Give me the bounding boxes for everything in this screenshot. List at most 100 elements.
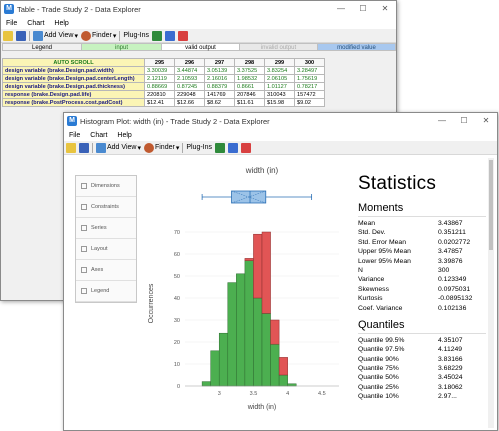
column-header[interactable]: 300: [294, 58, 325, 67]
maximize-icon[interactable]: ☐: [460, 116, 468, 125]
quantile-row: Quantile 97.5% 4.11249: [358, 345, 486, 354]
vertical-scrollbar[interactable]: [488, 158, 494, 428]
column-header[interactable]: 296: [174, 58, 205, 67]
close-icon[interactable]: ✕: [482, 116, 490, 125]
open-folder-icon[interactable]: [3, 30, 13, 41]
finder-button[interactable]: Finder ▾: [143, 142, 179, 153]
table-cell[interactable]: 0.8661: [234, 82, 265, 91]
side-item-constraints[interactable]: Constraints: [76, 197, 136, 218]
table-cell[interactable]: 3.30039: [144, 66, 175, 75]
table-cell[interactable]: 2.12119: [144, 74, 175, 83]
edit-tool-icon[interactable]: [228, 142, 239, 153]
add-view-button[interactable]: Add View ▾: [96, 142, 141, 153]
histogram-titlebar[interactable]: M Histogram Plot: width (in) - Trade Stu…: [64, 113, 497, 129]
side-item-legend[interactable]: Legend: [76, 281, 136, 302]
menu-file[interactable]: File: [6, 19, 18, 27]
table-cell[interactable]: $9.02: [294, 98, 325, 107]
table-cell[interactable]: 0.88379: [204, 82, 235, 91]
table-cell[interactable]: 1.98532: [234, 74, 265, 83]
finder-icon: [80, 30, 91, 41]
save-icon[interactable]: [79, 142, 89, 153]
side-item-series[interactable]: Series: [76, 218, 136, 239]
table-cell[interactable]: 141769: [204, 90, 235, 99]
y-tick-label: 30: [174, 318, 180, 324]
add-view-button[interactable]: Add View ▾: [33, 30, 78, 41]
minimize-icon[interactable]: —: [337, 4, 345, 13]
moment-row: Std. Error Mean 0.0202772: [358, 238, 486, 247]
table-cell[interactable]: 2.10593: [174, 74, 205, 83]
table-cell[interactable]: 3.44874: [174, 66, 205, 75]
table-cell[interactable]: $8.62: [204, 98, 235, 107]
open-folder-icon[interactable]: [66, 142, 76, 153]
add-view-icon: [33, 30, 43, 41]
finder-button[interactable]: Finder ▾: [80, 30, 116, 41]
x-tick-label: 3.5: [250, 391, 258, 397]
histogram-bar: [236, 273, 246, 387]
menu-chart[interactable]: Chart: [90, 131, 108, 139]
table-header-row: AUTO SCROLL 295 296 297 298 299 300: [2, 58, 325, 67]
minimize-icon[interactable]: —: [438, 116, 446, 125]
plugins-button[interactable]: Plug-Ins: [186, 144, 212, 151]
side-item-label: Constraints: [91, 204, 119, 210]
table-cell[interactable]: 229048: [174, 90, 205, 99]
column-header[interactable]: 295: [144, 58, 175, 67]
boxplot-mean-marker: [231, 190, 266, 204]
close-icon[interactable]: ✕: [381, 4, 389, 13]
report-tool-icon[interactable]: [241, 142, 252, 153]
table-cell[interactable]: 2.06105: [264, 74, 295, 83]
toolbar-separator: [29, 30, 30, 41]
table-cell[interactable]: 0.87245: [174, 82, 205, 91]
table-cell[interactable]: $15.98: [264, 98, 295, 107]
table-cell[interactable]: 310043: [264, 90, 295, 99]
table-cell[interactable]: 1.75619: [294, 74, 325, 83]
edit-tool-icon[interactable]: [165, 30, 176, 41]
finder-label: Finder: [154, 144, 175, 151]
side-item-axes[interactable]: Axes: [76, 260, 136, 281]
moment-label: Std. Error Mean: [358, 238, 406, 246]
table-cell[interactable]: 0.78217: [294, 82, 325, 91]
column-header[interactable]: 298: [234, 58, 265, 67]
side-item-label: Dimensions: [91, 183, 120, 189]
table-cell[interactable]: 220810: [144, 90, 175, 99]
table-titlebar[interactable]: M Table - Trade Study 2 - Data Explorer …: [1, 1, 396, 17]
column-header[interactable]: 297: [204, 58, 235, 67]
histogram-toolbar: Add View ▾ Finder ▾ Plug-Ins: [64, 141, 497, 155]
menu-help[interactable]: Help: [117, 131, 132, 139]
maximize-icon[interactable]: ☐: [359, 4, 367, 13]
table-cell[interactable]: 3.83254: [264, 66, 295, 75]
quantile-value: 2.97...: [438, 393, 457, 401]
histogram-chart[interactable]: width (in) 0 10 20 30 40 50 60 70 Occurrences 3 3.5…: [141, 161, 354, 431]
chart-tool-icon[interactable]: [215, 142, 226, 153]
side-item-layout[interactable]: Layout: [76, 239, 136, 260]
menu-chart[interactable]: Chart: [27, 19, 45, 27]
auto-scroll-toggle[interactable]: AUTO SCROLL: [2, 58, 145, 67]
report-tool-icon[interactable]: [178, 30, 189, 41]
table-cell[interactable]: $11.61: [234, 98, 265, 107]
menu-file[interactable]: File: [69, 131, 81, 139]
side-item-label: Series: [91, 225, 107, 231]
table-cell[interactable]: $12.41: [144, 98, 175, 107]
menu-help[interactable]: Help: [54, 19, 69, 27]
plugins-label: Plug-Ins: [186, 144, 213, 151]
side-item-dimensions[interactable]: Dimensions: [76, 176, 136, 197]
save-icon[interactable]: [16, 30, 26, 41]
table-cell[interactable]: 3.05139: [204, 66, 235, 75]
table-cell[interactable]: 2.16016: [204, 74, 235, 83]
plugins-label: Plug-Ins: [123, 32, 150, 39]
quantile-value: 3.83166: [438, 355, 463, 363]
table-cell[interactable]: $12.66: [174, 98, 205, 107]
x-tick-label: 3: [218, 391, 221, 397]
table-cell[interactable]: 1.01127: [264, 82, 295, 91]
column-header[interactable]: 299: [264, 58, 295, 67]
y-tick-label: 0: [177, 384, 180, 390]
histogram-bar-infeasible: [261, 231, 271, 314]
chart-tool-icon[interactable]: [152, 30, 163, 41]
scrollbar-thumb[interactable]: [489, 160, 493, 250]
table-cell[interactable]: 3.28497: [294, 66, 325, 75]
add-view-icon: [96, 142, 106, 153]
table-cell[interactable]: 207846: [234, 90, 265, 99]
plugins-button[interactable]: Plug-Ins: [123, 32, 149, 39]
table-cell[interactable]: 157472: [294, 90, 325, 99]
table-cell[interactable]: 3.37525: [234, 66, 265, 75]
table-cell[interactable]: 0.88669: [144, 82, 175, 91]
